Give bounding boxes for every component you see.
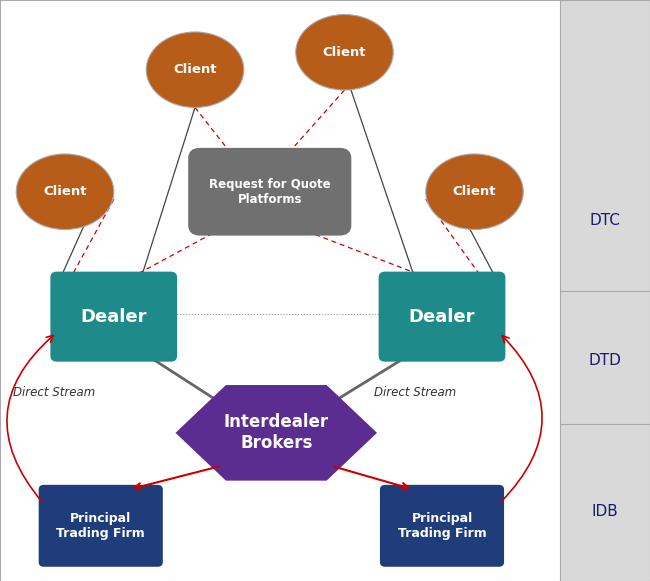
Ellipse shape <box>296 15 393 90</box>
FancyBboxPatch shape <box>51 272 177 361</box>
Ellipse shape <box>16 154 114 229</box>
Text: Client: Client <box>453 185 496 198</box>
Text: Dealer: Dealer <box>81 308 147 325</box>
Text: Direct Stream: Direct Stream <box>374 386 456 399</box>
FancyBboxPatch shape <box>380 485 504 567</box>
Text: Request for Quote
Platforms: Request for Quote Platforms <box>209 178 331 206</box>
Text: DTD: DTD <box>589 353 621 368</box>
Text: Client: Client <box>44 185 86 198</box>
Text: Interdealer
Brokers: Interdealer Brokers <box>224 414 329 452</box>
Text: DTC: DTC <box>590 213 621 228</box>
FancyBboxPatch shape <box>188 148 351 235</box>
Text: IDB: IDB <box>592 504 619 519</box>
Ellipse shape <box>146 32 244 107</box>
Text: Direct Stream: Direct Stream <box>13 386 96 399</box>
Text: Client: Client <box>174 63 216 76</box>
Text: Principal
Trading Firm: Principal Trading Firm <box>57 512 145 540</box>
Polygon shape <box>176 385 377 480</box>
FancyBboxPatch shape <box>39 485 162 567</box>
Text: Dealer: Dealer <box>409 308 475 325</box>
Bar <box>560 0 650 581</box>
FancyBboxPatch shape <box>378 272 506 361</box>
Ellipse shape <box>426 154 523 229</box>
Text: Client: Client <box>323 46 366 59</box>
Text: Principal
Trading Firm: Principal Trading Firm <box>398 512 486 540</box>
